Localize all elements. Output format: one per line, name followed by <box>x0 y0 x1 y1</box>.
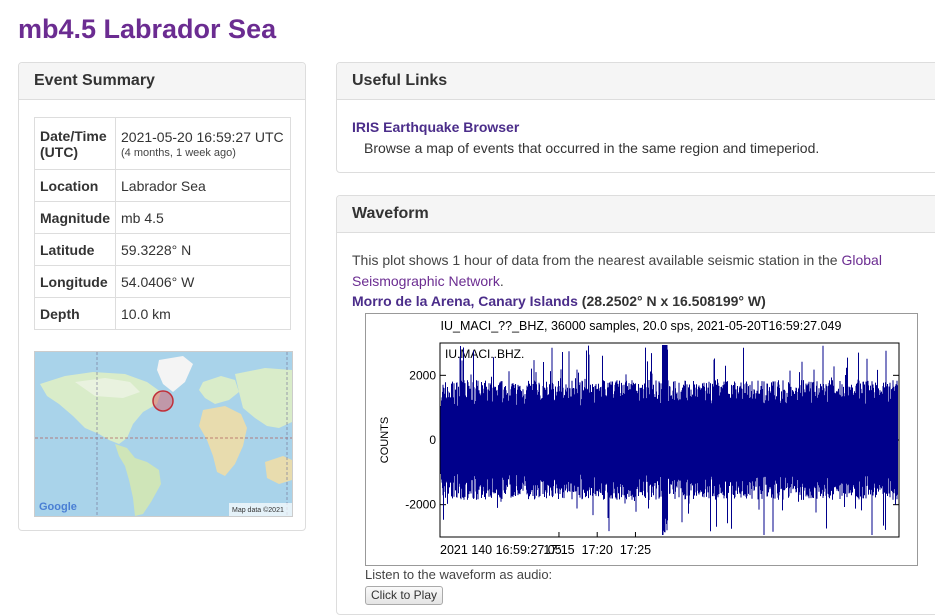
google-logo: Google <box>39 501 77 513</box>
summary-key: Location <box>34 169 116 202</box>
station-name-link[interactable]: Morro de la Arena, Canary Islands <box>352 293 578 309</box>
gsn-link[interactable]: Global Seismographic Network <box>352 252 882 289</box>
summary-key: Magnitude <box>34 201 116 234</box>
useful-links-heading: Useful Links <box>337 63 935 100</box>
summary-key: Depth <box>34 297 116 330</box>
waveform-heading: Waveform <box>337 196 935 233</box>
summary-value: 54.0406° W <box>115 265 291 298</box>
waveform-intro-end: . <box>499 273 504 289</box>
event-marker-icon <box>152 390 174 412</box>
datetime-value: 2021-05-20 16:59:27 UTC <box>121 128 284 145</box>
waveform-panel: Waveform This plot shows 1 hour of data … <box>336 195 935 615</box>
seismogram-chart: IU_MACI_??_BHZ, 36000 samples, 20.0 sps,… <box>379 319 900 557</box>
y-tick-label: 2000 <box>409 368 436 382</box>
event-summary-panel: Event Summary Date/Time (UTC) 2021-05-20… <box>18 62 306 531</box>
summary-value: 2021-05-20 16:59:27 UTC (4 months, 1 wee… <box>115 117 291 170</box>
iris-link-description: Browse a map of events that occurred in … <box>364 140 820 156</box>
event-location-map[interactable]: Google Map data ©2021 <box>34 351 293 517</box>
waveform-intro-text: This plot shows 1 hour of data from the … <box>352 252 842 268</box>
x-tick-label: 17:20 <box>582 543 613 557</box>
summary-value: Labrador Sea <box>115 169 291 202</box>
summary-key: Longitude <box>34 265 116 298</box>
station-coordinates: (28.2502° N x 16.508199° W) <box>581 293 766 309</box>
map-attribution: Map data ©2021 <box>232 506 284 514</box>
event-summary-table: Date/Time (UTC) 2021-05-20 16:59:27 UTC … <box>34 117 291 330</box>
waveform-description: This plot shows 1 hour of data from the … <box>352 250 897 292</box>
summary-row-depth: Depth 10.0 km <box>34 297 291 330</box>
summary-row-latitude: Latitude 59.3228° N <box>34 233 291 266</box>
y-axis-ticks: 2000 0 -2000 <box>405 368 899 512</box>
relative-time: (4 months, 1 week ago) <box>121 146 236 159</box>
summary-key: Date/Time (UTC) <box>34 117 116 170</box>
x-tick-label: 17:25 <box>620 543 651 557</box>
waveform-trace <box>440 345 898 535</box>
useful-links-panel: Useful Links IRIS Earthquake Browser Bro… <box>336 62 935 173</box>
world-map-graphic: Google Map data ©2021 <box>35 352 292 516</box>
seismogram-plot: IU_MACI_??_BHZ, 36000 samples, 20.0 sps,… <box>365 313 918 566</box>
event-summary-heading: Event Summary <box>19 63 305 100</box>
summary-row-magnitude: Magnitude mb 4.5 <box>34 201 291 234</box>
summary-row-location: Location Labrador Sea <box>34 169 291 202</box>
audio-label: Listen to the waveform as audio: <box>365 567 553 582</box>
x-tick-label: 17:15 <box>543 543 574 557</box>
chart-title: IU_MACI_??_BHZ, 36000 samples, 20.0 sps,… <box>441 319 842 333</box>
summary-row-longitude: Longitude 54.0406° W <box>34 265 291 298</box>
play-audio-button[interactable]: Click to Play <box>365 586 444 605</box>
summary-value: mb 4.5 <box>115 201 291 234</box>
y-tick-label: 0 <box>429 433 436 447</box>
station-line: Morro de la Arena, Canary Islands (28.25… <box>352 293 766 309</box>
y-axis-label: COUNTS <box>379 417 391 463</box>
y-tick-label: -2000 <box>405 498 436 512</box>
page-title: mb4.5 Labrador Sea <box>18 14 277 44</box>
x-tick-label: 2021 140 16:59:27.05 <box>440 543 562 557</box>
summary-value: 10.0 km <box>115 297 291 330</box>
summary-value: 59.3228° N <box>115 233 291 266</box>
iris-earthquake-browser-link[interactable]: IRIS Earthquake Browser <box>352 119 520 135</box>
summary-row-datetime: Date/Time (UTC) 2021-05-20 16:59:27 UTC … <box>34 117 291 170</box>
summary-key: Latitude <box>34 233 116 266</box>
channel-label: IU.MACI..BHZ. <box>445 347 524 361</box>
